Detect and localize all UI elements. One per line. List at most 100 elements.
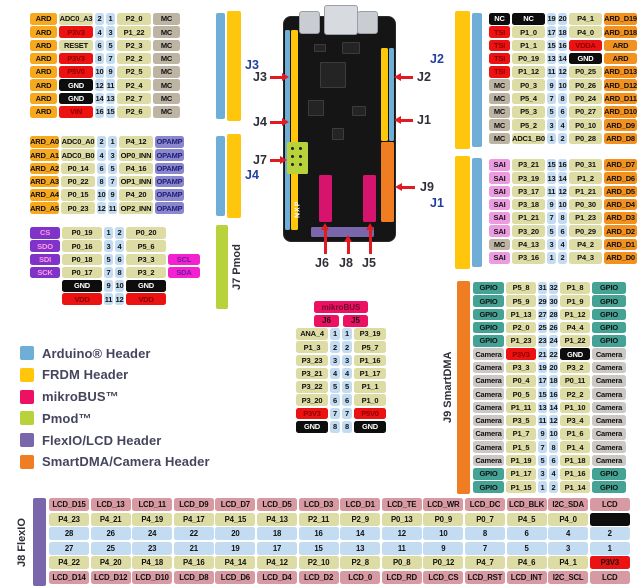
pin-cell: [30, 293, 60, 305]
j4-arduino-bar: [216, 136, 225, 216]
pin-number-cell: 3: [538, 467, 547, 480]
pin-number-cell: 12: [558, 66, 567, 78]
pin-cell: MC: [489, 79, 510, 91]
pin-cell: SAI: [489, 198, 510, 211]
pin-cell: GPIO: [592, 282, 626, 294]
pin-number-cell: 14: [558, 172, 567, 184]
pin-number-cell: 9: [547, 198, 556, 211]
pin-cell: P3_23: [296, 354, 328, 367]
pin-row: P3V3 7 7 P5V0: [296, 407, 386, 420]
pin-cell: ARD: [30, 13, 57, 25]
pin-cell: ARD: [30, 39, 57, 52]
pin-cell: ARD_D7: [604, 159, 637, 171]
legend-label: FRDM Header: [42, 367, 129, 383]
pin-cell: P4_21: [90, 512, 131, 526]
pin-number-cell: 19: [538, 361, 547, 374]
mikrobus-title: mikroBUS: [314, 301, 368, 313]
pin-number-cell: 27: [49, 541, 89, 555]
pin-row: GPIO P2_0 25 26 P4_4 GPIO: [473, 321, 626, 334]
pin-cell: GPIO: [473, 295, 504, 307]
pin-number-cell: 5: [104, 253, 113, 266]
pin-cell: LCD_D12: [90, 570, 131, 584]
pin-cell: P5V0: [59, 66, 93, 78]
pin-cell: VDDA: [569, 39, 602, 52]
pin-row: Camera P1_5 7 8 P1_4 Camera: [473, 441, 626, 453]
flexio-column: LCD_TE P0_13 12 11 P0_8 LCD_RD: [381, 498, 422, 584]
j1-table-label: J1: [430, 196, 444, 210]
flexio-column: LCD_BLK P4_5 6 5 P4_6 LCD_INT: [506, 498, 547, 584]
pin-number-cell: 5: [342, 381, 352, 393]
legend-label: SmartDMA/Camera Header: [42, 454, 210, 470]
pin-cell: P3_17: [512, 185, 545, 198]
pin-number-cell: 8: [95, 52, 104, 65]
pin-number-cell: 1: [547, 251, 556, 264]
pin-number-cell: 2: [342, 341, 352, 353]
pin-cell: P3_16: [512, 251, 545, 264]
pin-cell: P3_2: [560, 361, 590, 374]
pin-cell: GPIO: [592, 308, 626, 321]
pin-number-cell: 2: [97, 136, 106, 148]
pin-cell: I2C_SCL: [548, 570, 589, 584]
pin-number-cell: 10: [97, 189, 106, 201]
j7-pmod-table: CS P0_19 1 2 P0_20 SDO P0_16 3 4 P5_6 SDI P0_18 5 6 P3…: [30, 227, 200, 307]
pin-number-cell: 10: [115, 280, 124, 292]
pin-cell: P0_13: [381, 512, 422, 526]
pin-cell: ARD_D10: [604, 105, 637, 118]
pin-cell: P0_23: [61, 202, 95, 214]
pin-number-cell: 22: [173, 527, 214, 541]
pin-cell: P2_3: [117, 39, 151, 52]
j3-frdm-bar: [227, 11, 241, 121]
pin-cell: ADC0_A0: [61, 136, 95, 148]
pin-cell: ARD: [30, 92, 57, 105]
pin-number-cell: 27: [538, 308, 547, 321]
pin-cell: MC: [489, 238, 510, 251]
pin-cell: NC: [512, 13, 545, 25]
pin-cell: SDI: [30, 253, 60, 266]
pin-cell: P1_17: [354, 367, 386, 380]
pin-cell: GPIO: [592, 467, 626, 480]
pin-cell: MC: [489, 92, 510, 105]
pin-cell: SAI: [489, 185, 510, 198]
pin-cell: P4_3: [569, 251, 602, 264]
pin-cell: Camera: [592, 441, 626, 453]
pin-number-cell: 14: [549, 401, 558, 414]
flexio-connector: [311, 227, 374, 237]
pin-number-cell: 23: [132, 541, 173, 555]
pin-number-cell: 4: [558, 119, 567, 131]
pin-cell: Camera: [592, 414, 626, 427]
pin-cell: P1_19: [506, 454, 536, 467]
pin-number-cell: 26: [90, 527, 131, 541]
pin-number-cell: 7: [538, 441, 547, 453]
pin-number-cell: 2: [589, 527, 630, 541]
pin-number-cell: 2: [330, 341, 340, 353]
pin-cell: OPAMP: [155, 189, 184, 201]
pin-cell: VDD: [62, 293, 102, 305]
callout-arrow-j9: [402, 186, 415, 189]
pin-cell: LCD_D1: [340, 498, 381, 511]
pin-row: GPIO P5_8 31 32 P1_8 GPIO: [473, 282, 626, 294]
pin-cell: P1_11: [506, 401, 536, 414]
pin-cell: P5_6: [126, 240, 166, 252]
pmod-connector: [287, 142, 308, 174]
pin-cell: SDA: [168, 266, 200, 279]
pin-cell: ADC1_B0: [512, 132, 545, 145]
pin-number-cell: 11: [104, 293, 113, 305]
flexio-column: LCD_D9 P4_17 22 21 P4_16 LCD_D8: [173, 498, 214, 584]
pin-cell: GND: [354, 420, 386, 433]
pin-cell: MC: [489, 105, 510, 118]
pin-row: P3_23 3 3 P1_16: [296, 354, 386, 367]
pin-number-cell: 16: [558, 159, 567, 171]
pin-cell: P0_17: [62, 266, 102, 279]
pin-cell: Camera: [473, 428, 504, 440]
pin-row: Camera P0_4 17 18 P0_11 Camera: [473, 374, 626, 387]
pin-number-cell: 14: [95, 92, 104, 105]
flexio-column: LCD_D5 P4_13 18 17 P4_12 LCD_D4: [256, 498, 297, 584]
pin-cell: OPAMP: [155, 162, 184, 175]
legend-swatch: [20, 454, 34, 469]
pin-cell: OP1_INN: [119, 175, 153, 188]
pin-cell: P1_21: [569, 185, 602, 198]
pin-cell: LCD_INT: [506, 570, 547, 584]
j3-table-label: J3: [245, 58, 259, 72]
pin-number-cell: 17: [256, 541, 297, 555]
callout-arrow-j8: [347, 242, 350, 254]
